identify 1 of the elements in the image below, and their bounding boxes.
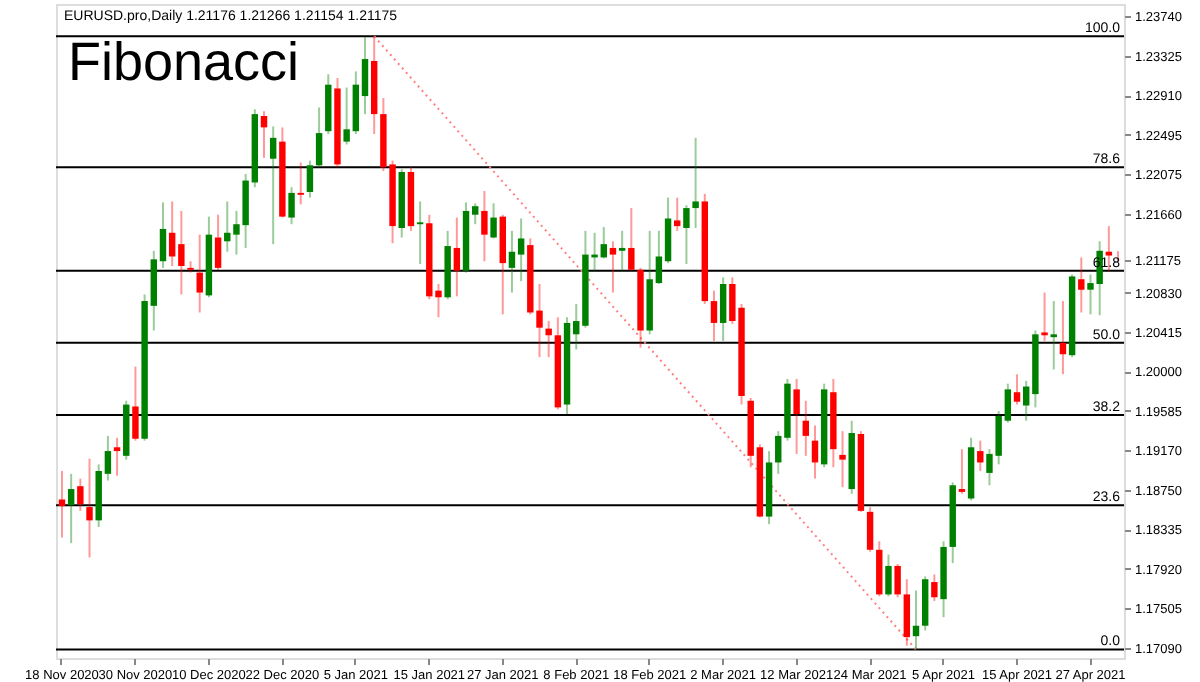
text: Fibonacci xyxy=(68,32,300,92)
